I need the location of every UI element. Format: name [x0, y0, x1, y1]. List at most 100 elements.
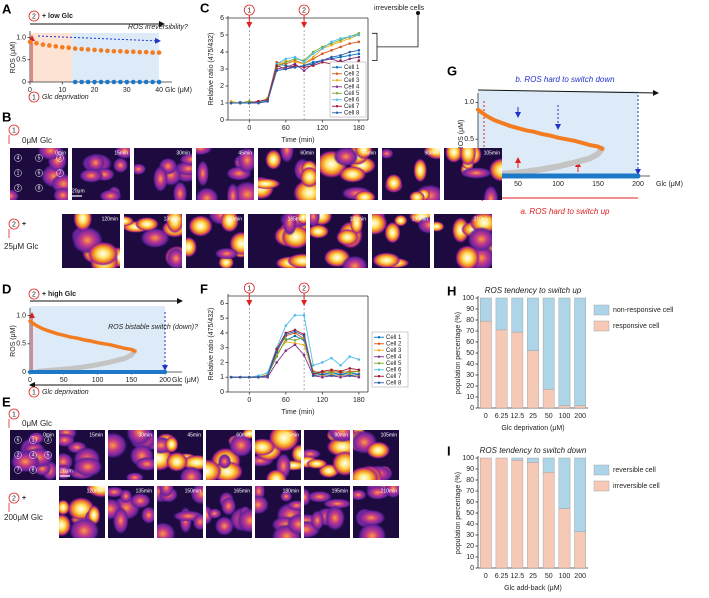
legend-label: Cell 3 [344, 78, 360, 84]
shade [30, 33, 72, 82]
micrograph [186, 214, 244, 268]
y-axis-label: Relative ratio (475/432) [208, 33, 215, 106]
bar-segment [480, 457, 492, 569]
cell-marker [14, 451, 22, 459]
data-point [275, 69, 278, 72]
x-tick-label: 100 [559, 573, 571, 580]
cell-marker [29, 451, 37, 459]
data-point [150, 79, 155, 85]
cell-signal [125, 472, 144, 480]
data-point [302, 64, 306, 67]
time-label: 105min [484, 150, 501, 156]
data-point [111, 79, 117, 85]
legend-box [329, 61, 367, 118]
cell-signal [353, 489, 367, 501]
cell-signal [112, 506, 129, 535]
cell-signal [366, 441, 391, 459]
cell-signal [158, 486, 174, 498]
y-tick-label: 0.5 [16, 341, 26, 348]
x-tick-label: 25 [529, 413, 537, 420]
cell-signal [85, 153, 106, 172]
cell-signal [324, 505, 346, 531]
data-point [330, 356, 333, 360]
micrograph [444, 148, 502, 200]
data-point [229, 375, 233, 379]
data-point [266, 100, 269, 103]
legend-swatch [377, 349, 381, 352]
micrograph [196, 148, 254, 200]
cell-signal [258, 178, 281, 190]
data-point [284, 349, 288, 352]
cell-signal [87, 241, 119, 266]
cell-signal [59, 433, 75, 447]
cell-signal [108, 432, 128, 459]
cell-signal [394, 214, 408, 227]
data-point [339, 59, 342, 62]
micrograph [157, 430, 203, 480]
step-marker [8, 124, 20, 136]
time-label: 0min [43, 432, 54, 438]
data-point [275, 350, 278, 354]
data-point [348, 371, 352, 375]
cell-signal [333, 148, 359, 167]
x-tick-label: 150 [125, 377, 137, 384]
data-point [79, 79, 84, 85]
bar-segment [527, 297, 539, 351]
cell-signal [353, 190, 376, 200]
data-point [59, 44, 65, 50]
legend-swatch [593, 464, 610, 476]
cell-signal [413, 158, 428, 183]
time-label: 30min [176, 150, 190, 156]
cell-signal [141, 506, 154, 524]
cell-number: 1 [32, 438, 35, 444]
bar-segment [574, 531, 587, 569]
x-tick-label: 0 [484, 413, 488, 420]
micrograph [255, 430, 301, 480]
legend-swatch [377, 355, 381, 358]
legend-label: Cell 5 [344, 91, 360, 97]
time-label: 135min [164, 216, 181, 222]
cell-signal [282, 214, 297, 236]
cell-number: 7 [17, 468, 20, 474]
data-point [302, 313, 306, 317]
data-point [357, 372, 361, 376]
data-point [238, 101, 242, 105]
cell-signal [126, 430, 153, 447]
data-point [330, 374, 333, 378]
data-point [302, 353, 306, 357]
cell-signal [79, 168, 104, 183]
step-number: 2 [32, 13, 36, 20]
legend-swatch [335, 105, 339, 108]
cell-marker [14, 169, 22, 177]
y-axis-label: Relative ratio (475/432) [208, 308, 215, 381]
x-tick-label: 50 [514, 181, 522, 188]
legend-label: Cell 4 [344, 84, 360, 90]
x-axis-label: Time (min) [281, 137, 314, 144]
step-number: 1 [12, 127, 16, 134]
cell-signal [134, 163, 147, 175]
legend-label: Cell 7 [344, 104, 360, 110]
time-label: 120min [102, 216, 119, 222]
cell-marker [35, 184, 43, 192]
micrograph [304, 430, 350, 480]
y-tick-label: 50 [466, 510, 474, 517]
data-point [348, 35, 352, 38]
cell-marker [56, 154, 64, 162]
data-point [130, 49, 136, 55]
cell-signal [268, 430, 300, 452]
cell-signal [384, 221, 401, 244]
data-point [302, 69, 306, 72]
y-tick-label: 0 [470, 565, 474, 572]
legend-label: non-responsive cell [613, 307, 674, 314]
data-point [85, 79, 91, 85]
data-point [275, 361, 278, 364]
micrograph [353, 430, 399, 480]
micrograph [434, 214, 492, 268]
legend-swatch [377, 375, 381, 378]
micrograph [304, 486, 350, 538]
legend-swatch [335, 98, 339, 101]
micrograph [157, 486, 203, 538]
x-tick-label: 60 [282, 125, 290, 132]
x-tick-label: 0 [28, 87, 32, 94]
y-tick-label: 30 [466, 372, 474, 379]
